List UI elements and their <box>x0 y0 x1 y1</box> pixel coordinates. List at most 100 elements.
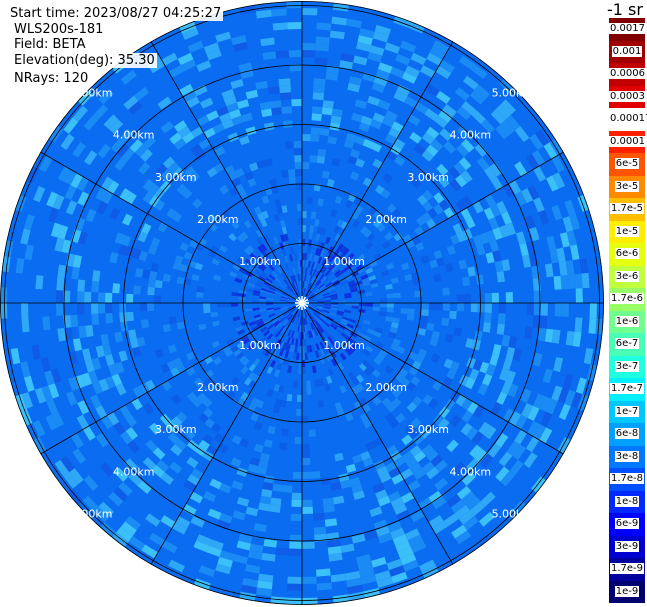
range-gate <box>96 200 108 215</box>
range-gate <box>283 311 290 316</box>
range-gate <box>21 317 30 333</box>
range-gate <box>77 303 85 315</box>
range-gate <box>320 265 326 273</box>
range-gate <box>484 293 492 303</box>
range-gate <box>421 132 435 145</box>
range-gate <box>172 261 182 271</box>
range-gate <box>302 50 316 58</box>
range-gate <box>256 376 264 385</box>
range-gate <box>42 316 51 331</box>
range-gate <box>249 388 258 398</box>
range-gate <box>198 323 207 331</box>
range-gate <box>149 387 161 399</box>
range-gate <box>136 406 149 419</box>
range-gate <box>271 8 287 17</box>
range-gate <box>586 364 598 382</box>
range-gate <box>304 352 308 360</box>
range-gate <box>304 253 308 261</box>
range-gate <box>213 356 222 366</box>
range-gate <box>78 325 87 339</box>
range-gate <box>368 205 378 216</box>
range-gate <box>199 223 209 233</box>
range-gate <box>167 252 177 262</box>
range-gate <box>314 279 321 286</box>
range-gate <box>224 349 234 358</box>
range-gate <box>306 309 312 316</box>
range-gate <box>484 398 497 412</box>
range-gate <box>203 42 220 54</box>
range-gate <box>213 99 227 111</box>
range-gate <box>161 380 173 392</box>
range-gate <box>51 411 65 428</box>
range-gate <box>382 508 397 520</box>
range-gate <box>182 417 194 429</box>
range-gate <box>327 253 334 262</box>
range-ring-label: 2.00km <box>197 381 239 394</box>
range-gate <box>57 166 71 182</box>
range-gate <box>465 338 475 349</box>
range-gate <box>221 240 231 249</box>
range-gate <box>142 414 155 427</box>
range-gate <box>226 260 235 268</box>
range-gate <box>240 366 249 375</box>
range-gate <box>210 245 219 254</box>
range-gate <box>422 201 434 212</box>
range-gate <box>160 120 174 134</box>
range-gate <box>439 507 455 522</box>
range-gate <box>365 331 374 339</box>
range-gate <box>236 151 247 162</box>
range-gate <box>289 541 302 549</box>
range-gate <box>217 168 228 179</box>
range-gate <box>291 291 297 298</box>
range-gate <box>222 252 231 261</box>
range-gate <box>318 316 325 323</box>
range-gate <box>407 291 415 298</box>
range-gate <box>148 183 160 196</box>
range-gate <box>273 306 281 310</box>
range-gate <box>227 400 237 410</box>
range-gate <box>259 296 267 300</box>
range-gate <box>304 324 307 332</box>
range-gate <box>341 229 349 238</box>
range-gate <box>363 202 373 212</box>
range-gate <box>447 73 464 87</box>
range-gate <box>295 288 300 296</box>
range-gate <box>359 167 370 178</box>
range-gate <box>297 274 300 282</box>
colorbar-tick-label: 0.0006 <box>609 68 646 79</box>
range-gate <box>161 317 170 326</box>
range-gate <box>481 331 490 343</box>
range-gate <box>336 312 344 317</box>
colorbar-tick-label: 1.7e-7 <box>609 383 645 394</box>
range-gate <box>248 363 257 372</box>
range-gate <box>291 492 302 500</box>
range-gate <box>138 161 151 175</box>
range-gate <box>98 292 106 303</box>
range-gate <box>83 150 98 166</box>
range-gate <box>299 281 302 289</box>
colorbar-tick-label: 1e-7 <box>614 405 640 417</box>
range-gate <box>514 126 530 142</box>
range-gate <box>171 96 186 109</box>
range-gate <box>371 82 386 93</box>
range-gate <box>391 397 402 408</box>
range-gate <box>203 287 212 294</box>
range-gate <box>300 331 302 339</box>
range-gate <box>533 393 545 409</box>
range-gate <box>260 218 268 228</box>
range-gate <box>498 368 510 382</box>
range-gate <box>176 276 185 285</box>
range-gate <box>595 318 604 335</box>
range-gate <box>420 65 436 78</box>
range-gate <box>193 540 209 553</box>
range-gate <box>323 321 330 328</box>
range-gate <box>397 546 414 559</box>
range-gate <box>320 476 331 485</box>
range-gate <box>311 106 323 115</box>
range-gate <box>98 88 114 105</box>
range-gate <box>108 119 124 134</box>
range-gate <box>312 197 319 206</box>
range-gate <box>221 209 231 220</box>
range-gate <box>309 300 317 303</box>
range-gate <box>490 176 503 191</box>
